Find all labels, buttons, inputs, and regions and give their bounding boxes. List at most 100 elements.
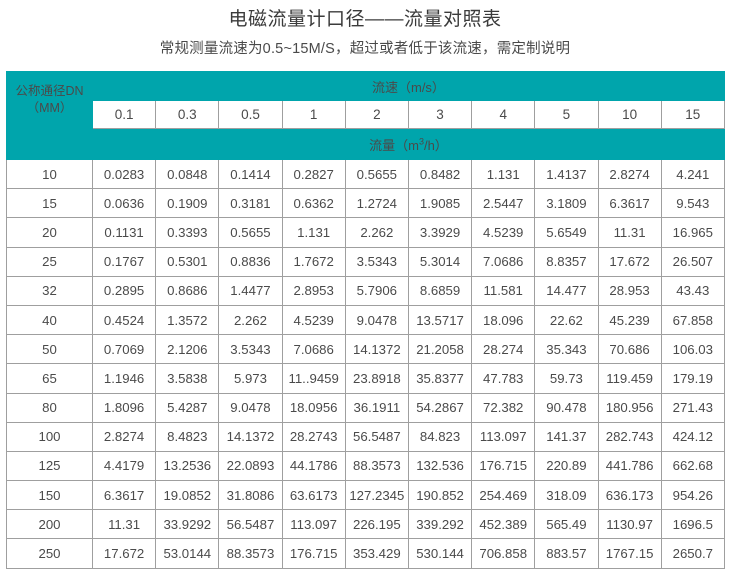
flow-cell: 63.6173 bbox=[281, 480, 346, 511]
corner-header-dn: 公称通径DN （MM） bbox=[6, 71, 93, 129]
flow-group-header-spacer bbox=[6, 128, 93, 160]
flow-cell: 190.852 bbox=[407, 480, 473, 511]
dn-cell: 15 bbox=[6, 188, 93, 219]
flow-cell: 2.8274 bbox=[91, 421, 157, 452]
flow-cell: 1.9085 bbox=[407, 188, 473, 219]
dn-cell: 32 bbox=[6, 275, 93, 306]
flow-cell: 72.382 bbox=[471, 392, 536, 423]
flow-cell: 3.5343 bbox=[218, 334, 283, 365]
flow-cell: 56.5487 bbox=[344, 421, 409, 452]
dn-cell: 50 bbox=[6, 334, 93, 365]
flow-cell: 84.823 bbox=[407, 421, 473, 452]
flow-table-container: 公称通径DN （MM） 流速（m/s） 0.1 0.3 0.5 1 2 3 4 … bbox=[6, 71, 725, 569]
flow-cell: 127.2345 bbox=[344, 480, 409, 511]
flow-cell: 0.3181 bbox=[218, 188, 283, 219]
flow-cell: 424.12 bbox=[660, 421, 725, 452]
flow-cell: 7.0686 bbox=[281, 334, 346, 365]
header-row-velocity-ticks: 0.1 0.3 0.5 1 2 3 4 5 10 15 bbox=[7, 100, 725, 129]
flow-cell: 2.262 bbox=[344, 217, 409, 248]
flow-cell: 226.195 bbox=[344, 509, 409, 540]
flow-cell: 4.5239 bbox=[281, 304, 346, 336]
flow-cell: 0.5301 bbox=[155, 246, 220, 277]
flow-cell: 88.3573 bbox=[344, 450, 409, 482]
flow-cell: 176.715 bbox=[281, 538, 346, 569]
flow-cell: 5.7906 bbox=[344, 275, 409, 306]
page-subtitle: 常规测量流速为0.5~15M/S，超过或者低于该流速，需定制说明 bbox=[159, 41, 571, 57]
flow-cell: 106.03 bbox=[660, 334, 725, 365]
flow-cell: 220.89 bbox=[534, 450, 599, 482]
flow-cell: 119.459 bbox=[597, 363, 662, 394]
flow-cell: 0.1414 bbox=[218, 158, 283, 190]
flow-cell: 0.4524 bbox=[91, 304, 157, 336]
flow-cell: 88.3573 bbox=[218, 538, 283, 569]
table-row: 10 0.0283 0.0848 0.1414 0.2827 0.5655 0.8482 1.… bbox=[6, 158, 725, 190]
flow-cell: 9.543 bbox=[660, 188, 725, 219]
flow-cell: 11..9459 bbox=[281, 363, 346, 394]
flow-cell: 113.097 bbox=[471, 421, 536, 452]
flow-cell: 883.57 bbox=[534, 538, 599, 569]
flow-cell: 22.62 bbox=[534, 304, 599, 336]
table-row: 40 0.4524 1.3572 2.262 4.5239 9.0478 13.5717 18… bbox=[6, 304, 725, 336]
velocity-tick-4: 2 bbox=[344, 100, 409, 129]
page-title: 电磁流量计口径——流量对照表 bbox=[228, 9, 502, 30]
flow-cell: 0.5655 bbox=[218, 217, 283, 248]
corner-header-line1: 公称通径DN bbox=[15, 84, 84, 98]
flow-cell: 70.686 bbox=[597, 334, 662, 365]
flow-cell: 11.581 bbox=[471, 275, 536, 306]
flow-cell: 13.5717 bbox=[407, 304, 473, 336]
flow-cell: 90.478 bbox=[534, 392, 599, 423]
flow-cell: 4.5239 bbox=[471, 217, 536, 248]
flow-cell: 22.0893 bbox=[218, 450, 283, 482]
flow-cell: 14.1372 bbox=[218, 421, 283, 452]
flow-cell: 1.3572 bbox=[155, 304, 220, 336]
dn-cell: 150 bbox=[6, 480, 93, 511]
flow-cell: 0.1131 bbox=[91, 217, 157, 248]
flow-cell: 0.8482 bbox=[407, 158, 473, 190]
velocity-tick-3: 1 bbox=[281, 100, 346, 129]
flow-cell: 67.858 bbox=[660, 304, 725, 336]
flow-cell: 6.3617 bbox=[91, 480, 157, 511]
flow-cell: 530.144 bbox=[407, 538, 473, 569]
flow-cell: 0.5655 bbox=[344, 158, 409, 190]
flow-cell: 1.2724 bbox=[344, 188, 409, 219]
flow-cell: 0.2827 bbox=[281, 158, 346, 190]
flow-cell: 54.2867 bbox=[407, 392, 473, 423]
flow-cell: 36.1911 bbox=[344, 392, 409, 423]
flow-cell: 0.0848 bbox=[155, 158, 220, 190]
flow-cell: 35.8377 bbox=[407, 363, 473, 394]
flow-cell: 18.0956 bbox=[281, 392, 346, 423]
dn-cell: 100 bbox=[6, 421, 93, 452]
velocity-tick-1: 0.3 bbox=[155, 100, 220, 129]
flow-cell: 28.274 bbox=[471, 334, 536, 365]
flow-cell: 13.2536 bbox=[155, 450, 220, 482]
flow-cell: 254.469 bbox=[471, 480, 536, 511]
flow-cell: 180.956 bbox=[597, 392, 662, 423]
flow-cell: 14.477 bbox=[534, 275, 599, 306]
flow-cell: 7.0686 bbox=[471, 246, 536, 277]
corner-header-line2: （MM） bbox=[26, 101, 73, 115]
title-block: 电磁流量计口径——流量对照表 常规测量流速为0.5~15M/S，超过或者低于该流… bbox=[0, 0, 730, 62]
dn-cell: 125 bbox=[6, 450, 93, 482]
flow-cell: 21.2058 bbox=[407, 334, 473, 365]
flow-cell: 11.31 bbox=[91, 509, 157, 540]
dn-cell: 40 bbox=[6, 304, 93, 336]
dn-cell: 80 bbox=[6, 392, 93, 423]
flow-cell: 662.68 bbox=[660, 450, 725, 482]
dn-cell: 20 bbox=[6, 217, 93, 248]
flow-group-header: 流量（m3/h） bbox=[92, 128, 725, 160]
flow-cell: 1.7672 bbox=[281, 246, 346, 277]
flow-cell: 5.3014 bbox=[407, 246, 473, 277]
flow-cell: 179.19 bbox=[660, 363, 725, 394]
flow-cell: 18.096 bbox=[471, 304, 536, 336]
flow-cell: 4.241 bbox=[660, 158, 725, 190]
flow-cell: 5.973 bbox=[218, 363, 283, 394]
flow-cell: 3.1809 bbox=[534, 188, 599, 219]
flow-cell: 17.672 bbox=[91, 538, 157, 569]
flow-cell: 19.0852 bbox=[155, 480, 220, 511]
flow-cell: 0.0636 bbox=[91, 188, 157, 219]
flow-cell: 0.1909 bbox=[155, 188, 220, 219]
flow-cell: 318.09 bbox=[534, 480, 599, 511]
dn-cell: 25 bbox=[6, 246, 93, 277]
dn-cell: 200 bbox=[6, 509, 93, 540]
table-head: 公称通径DN （MM） 流速（m/s） 0.1 0.3 0.5 1 2 3 4 … bbox=[6, 71, 725, 160]
